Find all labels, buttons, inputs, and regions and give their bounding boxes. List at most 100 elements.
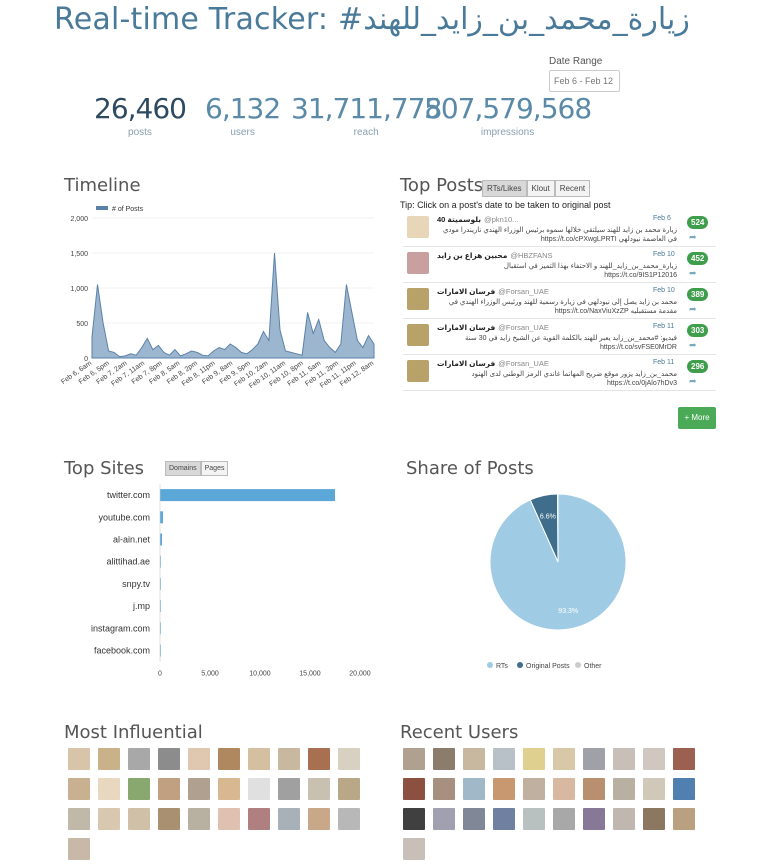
post-row[interactable]: فرسان الامارات @Forsan_UAE Feb 11 فيديو: #م… [403,319,716,355]
avatar[interactable] [583,778,605,800]
avatar[interactable] [188,778,210,800]
avatar[interactable] [248,748,270,770]
avatar[interactable] [403,838,425,860]
avatar[interactable] [338,778,360,800]
tab-pages[interactable]: Pages [200,461,229,476]
avatar[interactable] [463,808,485,830]
tab-rts-likes[interactable]: RTs/Likes [482,180,527,197]
post-author[interactable]: فرسان الامارات @Forsan_UAE [437,323,549,332]
avatar[interactable] [407,324,429,346]
avatar[interactable] [278,778,300,800]
avatar[interactable] [523,748,545,770]
tab-recent[interactable]: Recent [554,180,591,197]
avatar[interactable] [673,808,695,830]
avatar[interactable] [308,778,330,800]
avatar[interactable] [278,748,300,770]
share-icon[interactable]: ➦ [689,268,697,278]
share-icon[interactable]: ➦ [689,304,697,314]
avatar[interactable] [673,778,695,800]
avatar[interactable] [407,216,429,238]
post-date-link[interactable]: Feb 6 [653,215,671,222]
post-date-link[interactable]: Feb 10 [653,287,675,294]
avatar[interactable] [218,748,240,770]
post-author[interactable]: فرسان الامارات @Forsan_UAE [437,287,549,296]
avatar[interactable] [407,252,429,274]
post-row[interactable]: فرسان الامارات @Forsan_UAE Feb 11 محمد_بن_ز… [403,355,716,391]
avatar[interactable] [278,808,300,830]
avatar[interactable] [613,808,635,830]
avatar[interactable] [128,748,150,770]
avatar[interactable] [403,808,425,830]
post-row[interactable]: فرسان الامارات @Forsan_UAE Feb 10 محمد بن ز… [403,283,716,319]
avatar[interactable] [68,838,90,860]
avatar[interactable] [128,808,150,830]
legend-swatch [96,206,108,210]
avatar[interactable] [553,748,575,770]
avatar[interactable] [493,748,515,770]
avatar[interactable] [553,778,575,800]
avatar[interactable] [98,808,120,830]
avatar[interactable] [407,360,429,382]
site-label: instagram.com [91,623,150,633]
avatar[interactable] [433,778,455,800]
stat-value: 6,132 [205,92,281,125]
avatar[interactable] [403,748,425,770]
avatar[interactable] [98,778,120,800]
post-row[interactable]: محبين هزاع بن زايد @HBZFANS Feb 10 زيارة_مح… [403,247,716,283]
avatar[interactable] [613,778,635,800]
post-author[interactable]: بلوسميتة 40 @pkn10... [437,215,518,224]
avatar[interactable] [553,808,575,830]
post-author[interactable]: محبين هزاع بن زايد @HBZFANS [437,251,553,260]
avatar[interactable] [68,808,90,830]
share-icon[interactable]: ➦ [689,376,697,386]
avatar[interactable] [583,748,605,770]
avatar[interactable] [523,808,545,830]
more-button[interactable]: + More [678,407,716,429]
avatar[interactable] [463,748,485,770]
avatar[interactable] [98,748,120,770]
avatar[interactable] [158,808,180,830]
avatar[interactable] [338,808,360,830]
avatar[interactable] [338,748,360,770]
avatar[interactable] [433,808,455,830]
avatar[interactable] [493,808,515,830]
x-tick-label: 0 [158,671,162,678]
post-row[interactable]: بلوسميتة 40 @pkn10... Feb 6 زيارة محمد بن ز… [403,211,716,247]
post-author[interactable]: فرسان الامارات @Forsan_UAE [437,359,549,368]
avatar[interactable] [218,778,240,800]
avatar[interactable] [523,778,545,800]
avatar[interactable] [158,778,180,800]
avatar[interactable] [613,748,635,770]
avatar[interactable] [403,778,425,800]
avatar[interactable] [643,748,665,770]
post-date-link[interactable]: Feb 11 [653,359,675,366]
post-handle: @Forsan_UAE [498,323,549,332]
post-date-link[interactable]: Feb 11 [653,323,675,330]
avatar[interactable] [68,748,90,770]
avatar[interactable] [128,778,150,800]
share-icon[interactable]: ➦ [689,232,697,242]
avatar[interactable] [308,748,330,770]
avatar[interactable] [218,808,240,830]
avatar[interactable] [643,778,665,800]
avatar[interactable] [188,808,210,830]
avatar[interactable] [463,778,485,800]
share-icon[interactable]: ➦ [689,340,697,350]
avatar[interactable] [493,778,515,800]
avatar[interactable] [583,808,605,830]
avatar[interactable] [433,748,455,770]
date-range-input[interactable]: Feb 6 - Feb 12 [549,70,620,92]
avatar[interactable] [407,288,429,310]
tab-domains[interactable]: Domains [165,461,201,476]
avatar[interactable] [158,748,180,770]
avatar[interactable] [308,808,330,830]
pie-label: 93.3% [558,608,578,615]
avatar[interactable] [643,808,665,830]
avatar[interactable] [248,808,270,830]
avatar[interactable] [673,748,695,770]
post-date-link[interactable]: Feb 10 [653,251,675,258]
avatar[interactable] [68,778,90,800]
avatar[interactable] [188,748,210,770]
avatar[interactable] [248,778,270,800]
tab-klout[interactable]: Klout [526,180,555,197]
